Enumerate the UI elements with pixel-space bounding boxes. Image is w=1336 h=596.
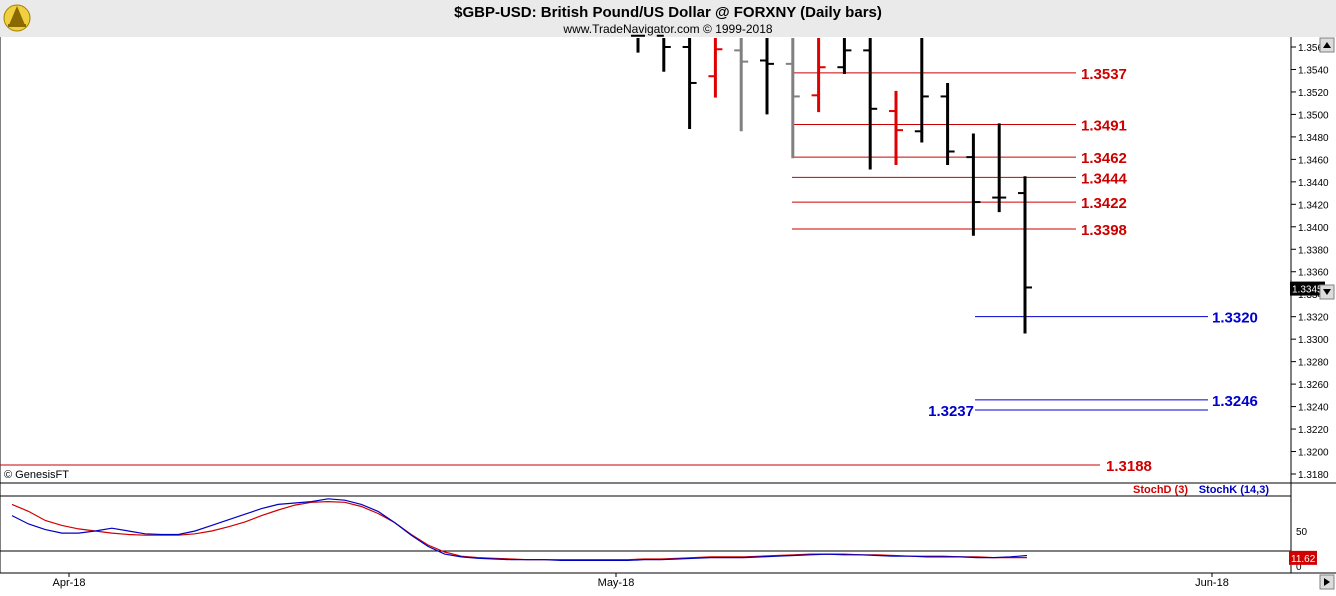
- red-level-label: 1.3188: [1106, 458, 1152, 475]
- legend-stochk: StochK (14,3): [1199, 484, 1270, 496]
- blue-level-label: 1.3246: [1212, 393, 1258, 410]
- blue-level-label: 1.3320: [1212, 310, 1258, 327]
- price-bars: [631, 34, 1032, 334]
- price-tick-label: 1.3420: [1298, 200, 1329, 211]
- stoch-axis-ticks: 50 0: [1296, 527, 1308, 573]
- ohlc-bar: [734, 38, 749, 132]
- price-tick-label: 1.3260: [1298, 380, 1329, 391]
- stoch-last-box: [1289, 550, 1317, 565]
- ohlc-bar: [914, 38, 929, 143]
- ohlc-bar: [992, 123, 1007, 213]
- stoch-last-marker: 11.62: [1289, 550, 1317, 565]
- scroll-right-icon[interactable]: [1319, 574, 1335, 590]
- ohlc-bar: [811, 38, 826, 113]
- legend-stochd: StochD (3): [1133, 484, 1188, 496]
- blue-level-label: 1.3237: [928, 403, 974, 420]
- price-tick-label: 1.3500: [1298, 110, 1329, 121]
- ohlc-bar: [760, 38, 774, 115]
- ohlc-bar: [863, 38, 878, 170]
- price-tick-label: 1.3520: [1298, 88, 1329, 99]
- date-axis: Apr-18 May-18 Jun-18: [52, 573, 1229, 589]
- red-level-label: 1.3422: [1081, 195, 1127, 212]
- price-tick-label: 1.3340: [1298, 290, 1329, 301]
- price-tick-label: 1.3320: [1298, 313, 1329, 324]
- ohlc-bar: [656, 34, 671, 72]
- stoch-series: [11, 498, 1028, 562]
- red-level-label: 1.3444: [1081, 170, 1128, 187]
- price-tick-label: 1.3440: [1298, 178, 1329, 189]
- price-tick-label: 1.3480: [1298, 133, 1329, 144]
- red-level-label: 1.3462: [1081, 150, 1127, 167]
- price-tick-label: 1.3180: [1298, 470, 1329, 481]
- scroll-down-icon[interactable]: [1319, 284, 1335, 300]
- chart-subtitle: www.TradeNavigator.com © 1999-2018: [562, 22, 772, 36]
- price-tick-label: 1.3280: [1298, 358, 1329, 369]
- date-tick-label: Apr-18: [52, 577, 85, 589]
- ohlc-bar: [785, 38, 800, 159]
- price-tick-label: 1.3560: [1298, 43, 1329, 54]
- credit-text: © GenesisFT: [4, 469, 69, 481]
- price-tick-label: 1.3360: [1298, 268, 1329, 279]
- price-tick-label: 1.3540: [1298, 65, 1329, 76]
- price-tick-label: 1.3220: [1298, 425, 1329, 436]
- stochk-line: [11, 498, 1028, 562]
- price-tick-label: 1.3240: [1298, 403, 1329, 414]
- ohlc-bar: [940, 82, 955, 165]
- date-tick-label: Jun-18: [1195, 577, 1229, 589]
- ohlc-bar: [682, 38, 697, 130]
- ohlc-bar: [1018, 176, 1032, 334]
- red-level-label: 1.3398: [1081, 222, 1127, 239]
- scroll-up-icon[interactable]: [1319, 37, 1335, 53]
- level-lines: 1.3537 1.3491 1.3462 1.3444 1.3422 1.3398 1.31…: [0, 66, 1258, 475]
- ohlc-bar: [966, 133, 981, 236]
- ohlc-bar: [837, 38, 852, 74]
- price-tick-label: 1.3380: [1298, 245, 1329, 256]
- ohlc-bar: [631, 34, 645, 53]
- date-tick-label: May-18: [598, 577, 635, 589]
- last-price-box: [1290, 281, 1325, 296]
- header-band: [0, 0, 1336, 37]
- price-tick-label: 1.3400: [1298, 223, 1329, 234]
- stoch-last-label: 11.62: [1291, 554, 1316, 565]
- price-axis-ticks: 1.3560 1.3540 1.3520 1.3500 1.3480 1.3460 1.34…: [1291, 43, 1329, 481]
- stoch-tick-label: 0: [1296, 562, 1302, 573]
- red-level-label: 1.3491: [1081, 118, 1127, 135]
- last-price-label: 1.3345: [1292, 285, 1323, 296]
- price-tick-label: 1.3460: [1298, 155, 1329, 166]
- ohlc-bar: [889, 90, 903, 165]
- last-price-marker: 1.3345: [1290, 281, 1325, 296]
- stoch-tick-label: 50: [1296, 527, 1308, 538]
- red-level-label: 1.3537: [1081, 66, 1127, 83]
- chart-title: $GBP-USD: British Pound/US Dollar @ FORX…: [454, 4, 882, 21]
- price-tick-label: 1.3200: [1298, 448, 1329, 459]
- ohlc-bar: [708, 38, 723, 98]
- price-tick-label: 1.3300: [1298, 335, 1329, 346]
- trade-navigator-logo-icon: [3, 4, 31, 32]
